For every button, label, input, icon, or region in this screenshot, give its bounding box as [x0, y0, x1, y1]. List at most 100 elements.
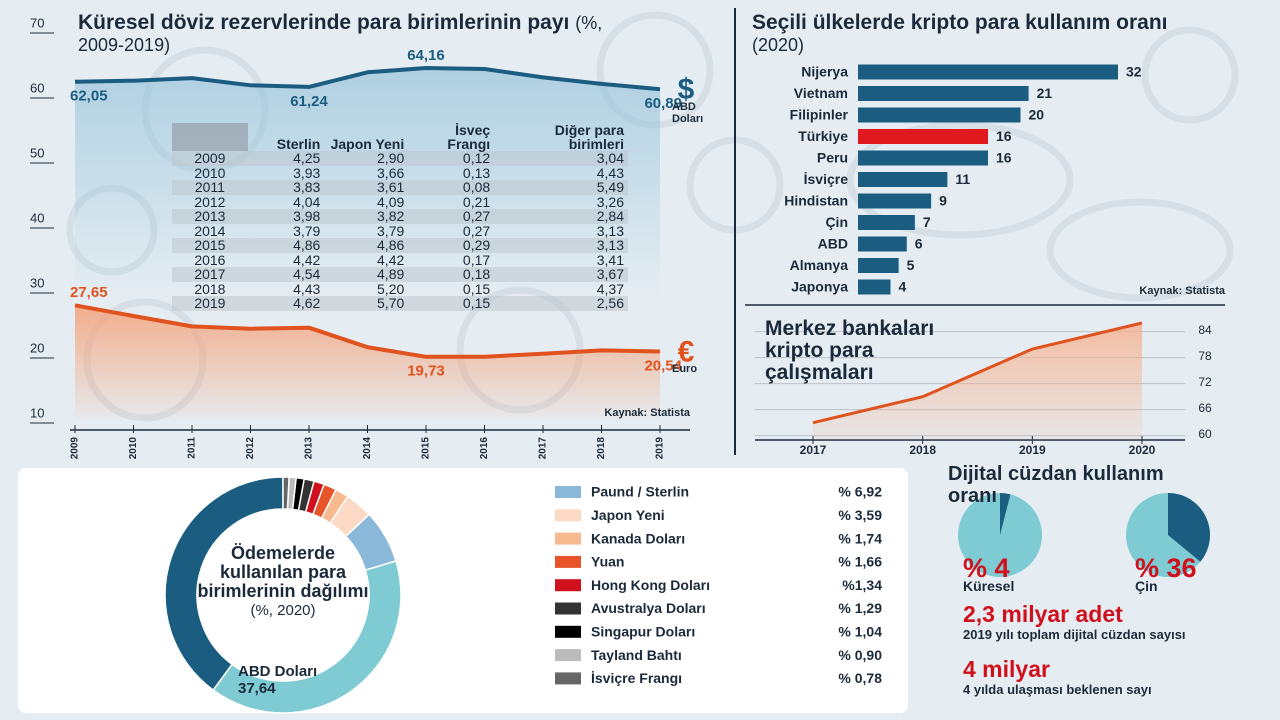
x-tick-label: 2013 — [304, 437, 315, 460]
x-tick-label: 2016 — [479, 437, 490, 460]
table-cell: 4,25 — [293, 150, 321, 166]
bar — [858, 215, 915, 230]
table-cell: 4,62 — [293, 295, 321, 311]
value-label: 11 — [955, 171, 970, 187]
y-tick-label: 66 — [1198, 401, 1212, 415]
chart-subtitle: (2020) — [752, 35, 805, 55]
table-cell: 0,27 — [462, 208, 491, 224]
coin-watermark — [846, 121, 1074, 239]
table-cell: 0,15 — [462, 295, 491, 311]
value-label: 21 — [1037, 85, 1053, 101]
table-cell: 2016 — [194, 251, 226, 268]
table-cell: 3,61 — [377, 179, 405, 195]
data-label: 19,73 — [407, 363, 445, 380]
value-label: 20 — [1029, 107, 1045, 123]
table-cell: 2,90 — [377, 150, 405, 166]
table-cell: 3,13 — [596, 222, 624, 239]
annotation-title: 4 milyar — [963, 656, 1050, 682]
x-tick-label: 2012 — [245, 437, 256, 460]
donut-segment — [164, 476, 284, 692]
legend-label: İsviçre Frangı — [591, 670, 682, 686]
bar — [858, 64, 1118, 80]
y-tick-label: 60 — [1198, 427, 1212, 441]
y-tick-label: 84 — [1198, 323, 1212, 337]
chart-title-block: Merkez bankaları kripto para çalışmaları — [765, 318, 960, 384]
segment-name: ABD Doları — [238, 663, 318, 680]
value-label: 16 — [996, 150, 1012, 166]
data-label: 62,05 — [70, 88, 108, 105]
legend-swatch — [555, 579, 581, 592]
legend-label: Kanada Doları — [591, 530, 685, 546]
table-cell: 0,08 — [462, 179, 491, 195]
donut-segment — [212, 559, 402, 714]
table-row: 2016 4,42 4,42 0,17 3,41 — [172, 251, 628, 268]
table-cell: 3,93 — [293, 164, 321, 181]
value-label: 7 — [923, 214, 931, 230]
table-cell: 2018 — [194, 280, 226, 297]
table-cell: 2015 — [194, 237, 226, 253]
x-tick-label: 2015 — [421, 437, 432, 460]
data-label: 61,24 — [290, 93, 328, 110]
x-tick-label: 2014 — [362, 437, 373, 460]
series-line — [812, 321, 1143, 425]
legend-label: Japon Yeni — [591, 507, 665, 523]
category-label: Çin — [825, 214, 848, 230]
legend-swatch — [555, 649, 581, 662]
value-label: 6 — [915, 236, 923, 252]
donut-segment — [311, 483, 337, 520]
table-cell: 2009 — [194, 150, 226, 166]
table-body: 2009 4,25 2,90 0,12 3,04 2010 3,93 3,66 0,13 4,43… — [172, 151, 628, 311]
chart-title-block: Küresel döviz rezervlerinde para birimle… — [78, 12, 638, 56]
y-tick-label: 72 — [1198, 375, 1212, 389]
table-row: 2017 4,54 4,89 0,18 3,67 — [172, 267, 628, 282]
annotation-title: 2,3 milyar adet — [963, 601, 1123, 627]
x-tick-label: 2017 — [538, 437, 549, 460]
coin-watermark — [1046, 198, 1234, 302]
legend-swatch — [555, 672, 581, 685]
x-tick-label: 2010 — [128, 437, 139, 460]
table-cell: 4,42 — [293, 251, 321, 268]
legend-label: Singapur Doları — [591, 624, 695, 640]
category-label: Japonya — [791, 279, 848, 295]
category-label: Hindistan — [784, 193, 848, 209]
table-header: Japon Yeni — [330, 136, 405, 152]
legend-value: % 0,78 — [838, 670, 882, 686]
table-cell: 4,37 — [596, 280, 624, 297]
table-cell: 0,13 — [462, 164, 491, 181]
y-tick-label: 30 — [30, 275, 44, 290]
legend-value: % 1,29 — [838, 600, 882, 616]
legend-value: % 3,59 — [838, 507, 882, 523]
x-tick-label: 2009 — [70, 437, 81, 460]
table-row: 2009 4,25 2,90 0,12 3,04 — [172, 151, 628, 166]
category-label: Almanya — [790, 257, 849, 273]
legend-swatch — [555, 509, 581, 522]
chart-subtitle: (%, 2009-2019) — [78, 13, 603, 55]
category-label: Türkiye — [798, 128, 848, 144]
chart-title: Seçili ülkelerde kripto para kullanım or… — [752, 11, 1168, 34]
table-cell: 3,67 — [596, 266, 624, 282]
pie-slice — [1000, 493, 1011, 535]
y-tick-label: 20 — [30, 340, 44, 355]
table-cell: 3,82 — [377, 208, 405, 224]
table-row: 2015 4,86 4,86 0,29 3,13 — [172, 238, 628, 253]
series-line — [74, 66, 661, 92]
segment-label: Euro 37,82 — [54, 566, 92, 600]
table-cell: 2017 — [194, 266, 226, 282]
bar — [858, 129, 988, 144]
value-label: 5 — [907, 257, 915, 273]
table-row: 2013 3,98 3,82 0,27 2,84 — [172, 209, 628, 224]
data-label: 20,54 — [644, 357, 682, 374]
table-header-row: Sterlin Japon Yeni İsveç Frangı Diğer para … — [172, 123, 628, 151]
segment-label: ABD Doları 37,64 — [238, 663, 317, 697]
legend-label: Euro — [672, 363, 698, 376]
legend-label: Hong Kong Doları — [591, 577, 710, 593]
donut-segment — [320, 488, 349, 525]
bar — [858, 258, 899, 273]
table-cell: 2,56 — [596, 295, 624, 311]
y-tick-label: 10 — [30, 405, 44, 420]
value-label: 9 — [939, 193, 947, 209]
table-cell: 4,86 — [377, 237, 405, 253]
bar — [858, 107, 1021, 123]
bar — [858, 150, 988, 166]
legend-swatch — [555, 486, 581, 498]
